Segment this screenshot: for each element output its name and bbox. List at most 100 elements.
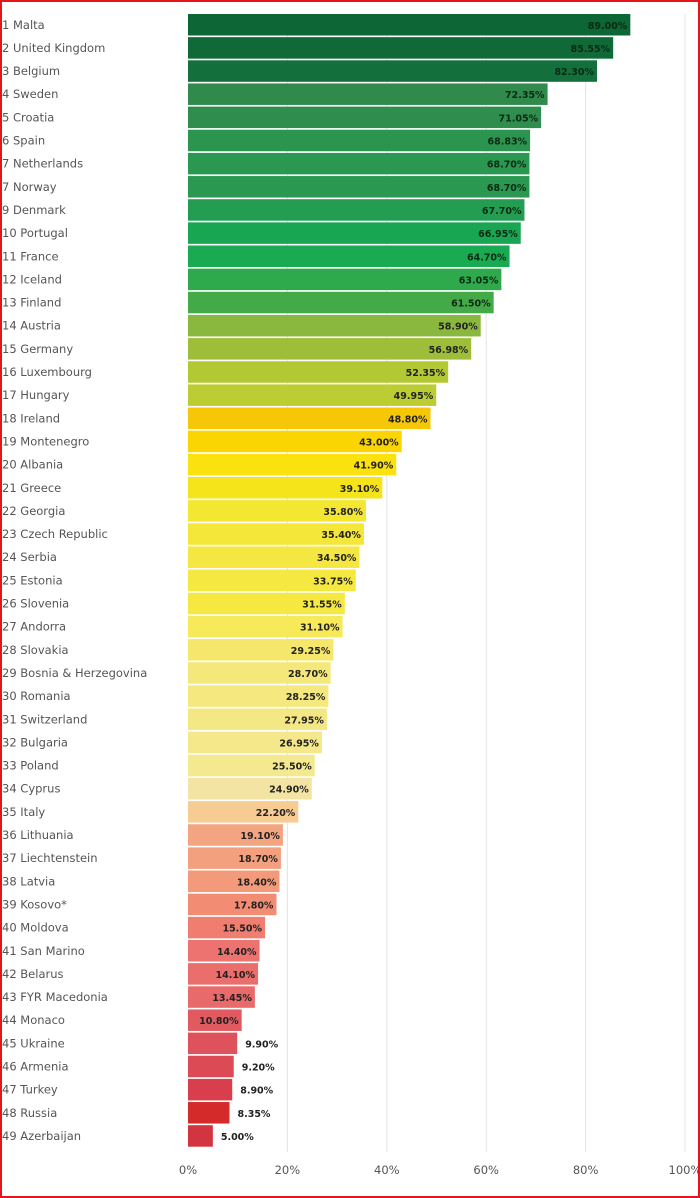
value-label: 63.05%	[459, 275, 499, 286]
category-label: 44 Monaco	[2, 1013, 65, 1027]
bar	[188, 1078, 233, 1101]
category-label: 45 Ukraine	[2, 1036, 65, 1050]
value-label: 43.00%	[359, 437, 399, 448]
value-label: 10.80%	[199, 1016, 239, 1027]
category-label: 11 France	[2, 249, 59, 263]
category-label: 46 Armenia	[2, 1060, 69, 1074]
value-label: 66.95%	[478, 229, 518, 240]
category-label: 7 Netherlands	[2, 157, 83, 171]
value-label: 68.70%	[487, 160, 527, 171]
value-label: 58.90%	[438, 322, 478, 333]
value-label: 18.70%	[238, 854, 278, 865]
value-label: 71.05%	[499, 113, 539, 124]
category-label: 31 Switzerland	[2, 712, 87, 726]
value-label: 26.95%	[279, 738, 319, 749]
x-tick-label: 20%	[275, 1163, 301, 1177]
value-label: 27.95%	[284, 715, 324, 726]
bar	[188, 847, 281, 869]
category-label: 48 Russia	[2, 1106, 57, 1120]
bar	[188, 83, 548, 105]
category-label: 6 Spain	[2, 134, 45, 148]
x-tick-label: 60%	[473, 1163, 499, 1177]
value-label: 82.30%	[554, 67, 594, 78]
value-label: 72.35%	[505, 90, 545, 101]
bar	[188, 60, 598, 82]
value-label: 68.83%	[488, 137, 528, 148]
category-label: 24 Serbia	[2, 550, 57, 564]
value-label: 48.80%	[388, 414, 428, 425]
bar	[188, 37, 614, 59]
category-label: 41 San Marino	[2, 944, 85, 958]
category-label: 20 Albania	[2, 458, 63, 472]
bar	[188, 152, 530, 175]
bar	[188, 129, 531, 152]
value-label: 5.00%	[221, 1132, 254, 1143]
category-label: 34 Cyprus	[2, 782, 60, 796]
bar	[188, 407, 431, 430]
value-label: 35.80%	[323, 507, 363, 518]
category-label: 21 Greece	[2, 481, 61, 495]
category-label: 27 Andorra	[2, 620, 66, 634]
bar	[188, 569, 356, 592]
category-label: 7 Norway	[2, 180, 57, 194]
bar	[188, 1032, 238, 1055]
bar	[188, 1009, 242, 1031]
bar	[188, 1102, 230, 1124]
category-label: 23 Czech Republic	[2, 527, 108, 541]
value-label: 17.80%	[234, 900, 274, 911]
bar	[188, 963, 259, 985]
value-label: 14.10%	[215, 970, 255, 981]
value-label: 31.55%	[302, 600, 342, 611]
category-label: 22 Georgia	[2, 504, 65, 518]
bar	[188, 523, 364, 545]
bar	[188, 1055, 234, 1078]
value-label: 9.90%	[245, 1039, 278, 1050]
bar	[188, 199, 525, 221]
category-label: 3 Belgium	[2, 64, 60, 78]
category-labels: 1 Malta 2 United Kingdom 3 Belgium 4 Sweden…	[2, 18, 147, 1143]
value-label: 19.10%	[240, 831, 280, 842]
x-tick-label: 80%	[573, 1163, 599, 1177]
category-label: 32 Bulgaria	[2, 735, 68, 749]
value-label: 52.35%	[406, 368, 446, 379]
bar	[188, 662, 331, 684]
category-label: 14 Austria	[2, 319, 61, 333]
category-label: 15 Germany	[2, 342, 73, 356]
bar	[188, 731, 322, 754]
value-label: 22.20%	[256, 808, 296, 819]
value-label: 39.10%	[340, 484, 380, 495]
category-label: 36 Lithuania	[2, 828, 74, 842]
bar	[188, 685, 329, 707]
value-label: 14.40%	[217, 947, 257, 958]
category-label: 16 Luxembourg	[2, 365, 92, 379]
category-label: 30 Romania	[2, 689, 71, 703]
x-axis-ticks: 0% 20% 40% 60% 80% 100%	[179, 1163, 698, 1177]
bar	[188, 361, 449, 383]
category-label: 2 United Kingdom	[2, 41, 105, 55]
value-label: 56.98%	[429, 345, 469, 356]
bar	[188, 916, 266, 939]
value-label: 67.70%	[482, 206, 522, 217]
category-label: 33 Poland	[2, 759, 59, 773]
category-label: 18 Ireland	[2, 411, 60, 425]
bar	[188, 384, 437, 406]
bar	[188, 592, 345, 615]
bar	[188, 824, 283, 846]
value-label: 31.10%	[300, 623, 340, 634]
category-label: 37 Liechtenstein	[2, 851, 98, 865]
value-label: 35.40%	[321, 530, 361, 541]
value-label: 24.90%	[269, 785, 309, 796]
bar	[188, 708, 327, 730]
value-label: 34.50%	[317, 553, 357, 564]
value-label: 28.25%	[286, 692, 326, 703]
bar	[188, 777, 312, 800]
category-label: 13 Finland	[2, 296, 61, 310]
category-label: 43 FYR Macedonia	[2, 990, 108, 1004]
bar	[188, 639, 334, 661]
category-label: 9 Denmark	[2, 203, 66, 217]
category-label: 39 Kosovo*	[2, 897, 67, 911]
bar	[188, 338, 472, 360]
bar	[188, 546, 360, 568]
